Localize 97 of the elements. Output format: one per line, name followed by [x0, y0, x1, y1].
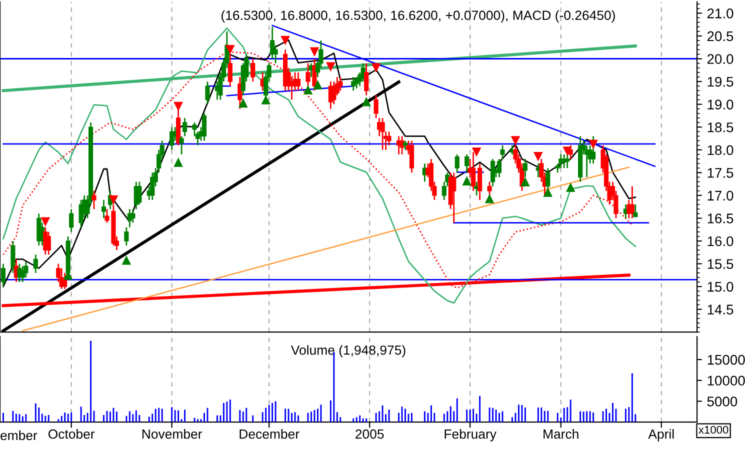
candlestick: [150, 172, 155, 201]
y-tick-label: 17.5: [708, 168, 734, 178]
point: [40, 217, 50, 227]
y-tick-label: 14.5: [708, 304, 734, 314]
candlestick: [464, 154, 470, 174]
y-tick-label: 15000: [708, 354, 745, 365]
candlestick: [101, 199, 106, 219]
candlestick: [92, 190, 96, 210]
candlestick: [590, 136, 596, 164]
candlestick: [20, 265, 25, 283]
point: [238, 98, 248, 108]
text: ember: [0, 430, 38, 440]
x-tick-label: 2005: [356, 429, 384, 439]
candlestick: [558, 154, 564, 169]
point: [562, 146, 572, 156]
point: [174, 102, 183, 112]
y-tick-label: 21.0: [707, 8, 734, 18]
point: [472, 147, 482, 157]
y-tick-label: 19.5: [708, 76, 734, 87]
text: (16.5300, 16.8000, 16.5300, 16.6200, +0.07000), MACD (-0.26450): [222, 10, 615, 23]
candlestick: [454, 154, 460, 174]
point: [588, 140, 598, 150]
point: [371, 63, 381, 73]
candlestick: [273, 44, 278, 64]
y-tick-label: 18.5: [708, 122, 734, 132]
y-tick-label: 20.0: [707, 54, 734, 64]
point: [122, 255, 132, 265]
point: [280, 36, 290, 46]
point: [534, 152, 543, 162]
point: [174, 158, 183, 167]
candlestick: [179, 136, 184, 156]
candlestick: [296, 72, 301, 92]
candlestick: [182, 117, 188, 137]
point: [543, 188, 553, 197]
x-tick-label: October: [48, 429, 95, 439]
candlestick: [270, 26, 275, 60]
point: [303, 85, 313, 94]
x-tick-label: November: [142, 429, 202, 439]
candlestick: [62, 272, 68, 290]
candlestick: [0, 263, 6, 288]
point: [362, 96, 371, 106]
y-tick-label: 19.0: [708, 100, 734, 110]
y-tick-label: 15.5: [708, 259, 734, 269]
candlestick: [137, 181, 142, 206]
candlestick: [496, 158, 502, 178]
y-tick-label: 10000: [708, 376, 745, 386]
x-tick-label: February: [444, 429, 496, 442]
candlestick: [452, 172, 456, 224]
point: [510, 136, 520, 146]
point: [566, 182, 576, 192]
point: [313, 80, 322, 90]
candlestick: [487, 181, 492, 196]
candlestick: [33, 254, 38, 274]
candlestick: [364, 62, 369, 96]
point: [520, 177, 530, 186]
point: [462, 176, 472, 186]
candlestick: [192, 122, 197, 137]
y-tick-label: 17.0: [708, 190, 734, 201]
candlestick: [374, 94, 378, 119]
y-tick-label: 15.0: [708, 282, 734, 292]
candlestick: [565, 154, 570, 169]
candlestick: [351, 76, 356, 92]
point: [226, 44, 235, 54]
candlestick: [386, 130, 392, 146]
candlestick: [409, 140, 414, 174]
candlestick: [202, 112, 207, 142]
candlestick: [205, 80, 210, 105]
x-tick-label: December: [240, 429, 300, 439]
candlestick: [10, 240, 16, 274]
candlestick: [402, 140, 408, 151]
y-tick-label: 18.0: [708, 145, 734, 156]
candlestick: [338, 76, 343, 92]
candlestick: [24, 260, 28, 278]
candlestick: [130, 208, 136, 224]
point: [326, 62, 336, 72]
candlestick: [500, 144, 505, 160]
point: [484, 194, 494, 204]
y-axis-title: x1000: [698, 426, 728, 434]
candlestick: [250, 58, 256, 82]
x-tick-label: April: [648, 429, 674, 442]
candlestick: [69, 208, 74, 233]
y-tick-label: 20.5: [707, 31, 734, 42]
y-tick-label: 16.5: [708, 214, 734, 224]
candlestick: [478, 162, 482, 201]
candlestick: [490, 158, 496, 188]
candlestick: [380, 117, 385, 151]
x-tick-label: March: [544, 429, 578, 439]
candlestick: [46, 231, 51, 256]
point: [310, 47, 320, 57]
candlestick: [633, 204, 638, 218]
y-tick-label: 5000: [707, 396, 738, 406]
text: Volume (1,948,975): [290, 345, 406, 358]
candlestick: [124, 226, 129, 246]
y-tick-label: 16.0: [708, 236, 734, 246]
point: [108, 195, 118, 205]
candlestick: [630, 186, 634, 219]
point: [261, 95, 270, 104]
